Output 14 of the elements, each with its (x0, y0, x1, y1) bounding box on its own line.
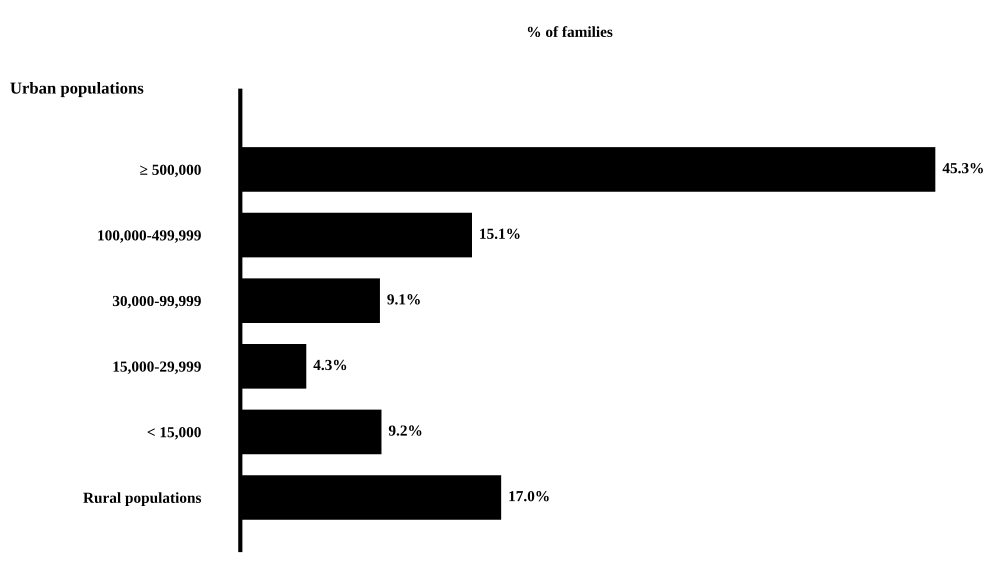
data-label: 4.3% (313, 360, 346, 370)
y-tick-label: 15,000-29,999 (114, 361, 201, 374)
x-axis-title: % of families (528, 26, 612, 38)
data-label: 17.0% (509, 491, 549, 502)
y-tick-label: < 15,000 (148, 427, 201, 440)
data-label: 9.1% (387, 294, 420, 305)
text: Urban populations (10, 82, 144, 98)
data-label: 15.1% (480, 228, 520, 239)
data-label: 9.2% (388, 425, 422, 436)
y-tick-label: 30,000-99,999 (112, 296, 201, 308)
y-tick-label: Rural populations (83, 492, 202, 506)
y-tick-label: 100,000-499,999 (98, 230, 201, 243)
y-tick-label: ≥ 500,000 (140, 164, 201, 178)
data-label: 45.3% (942, 162, 983, 174)
